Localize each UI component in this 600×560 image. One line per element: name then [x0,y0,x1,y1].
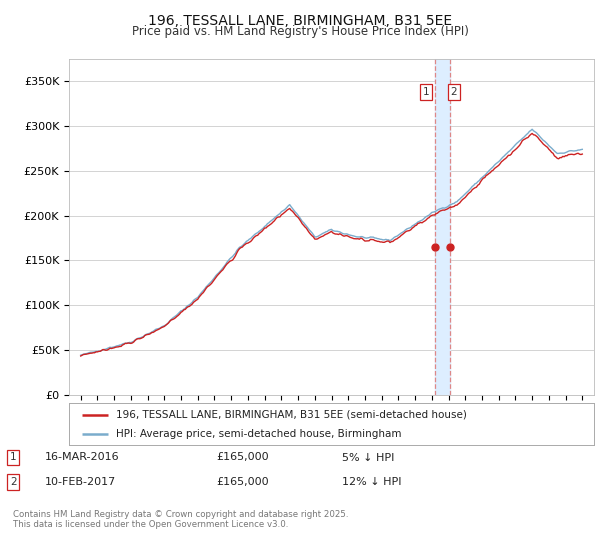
Text: Price paid vs. HM Land Registry's House Price Index (HPI): Price paid vs. HM Land Registry's House … [131,25,469,38]
Text: 10-FEB-2017: 10-FEB-2017 [45,477,116,487]
Text: £165,000: £165,000 [216,477,269,487]
Text: 5% ↓ HPI: 5% ↓ HPI [342,452,394,463]
Bar [436,59,451,395]
Text: 2: 2 [451,87,457,97]
Text: 12% ↓ HPI: 12% ↓ HPI [342,477,401,487]
Text: 1: 1 [10,452,17,463]
Text: 1: 1 [423,87,430,97]
Text: 196, TESSALL LANE, BIRMINGHAM, B31 5EE: 196, TESSALL LANE, BIRMINGHAM, B31 5EE [148,14,452,28]
Text: 2: 2 [10,477,17,487]
Text: HPI: Average price, semi-detached house, Birmingham: HPI: Average price, semi-detached house,… [116,429,402,439]
Text: 196, TESSALL LANE, BIRMINGHAM, B31 5EE (semi-detached house): 196, TESSALL LANE, BIRMINGHAM, B31 5EE (… [116,409,467,419]
Text: Contains HM Land Registry data © Crown copyright and database right 2025.
This d: Contains HM Land Registry data © Crown c… [13,510,349,529]
Text: £165,000: £165,000 [216,452,269,463]
Text: 16-MAR-2016: 16-MAR-2016 [45,452,119,463]
